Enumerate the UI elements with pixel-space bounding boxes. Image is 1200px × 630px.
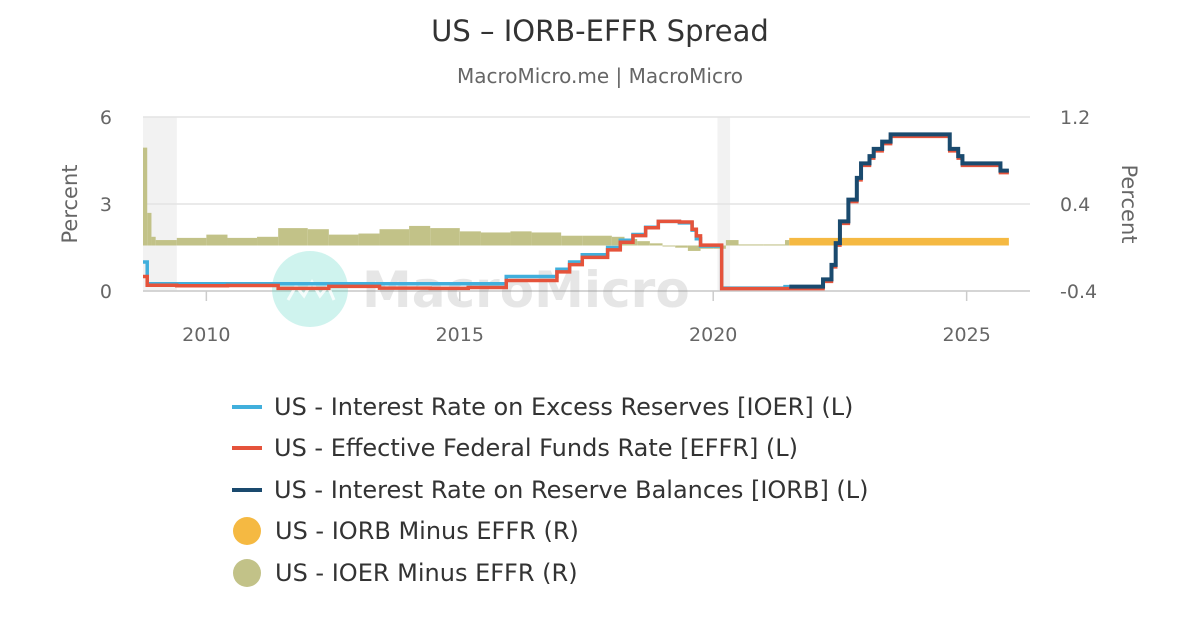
- left-axis-tick: 6: [100, 107, 112, 129]
- spread-bar: [789, 237, 1009, 246]
- spread-bar: [725, 240, 739, 246]
- legend-item[interactable]: US - Interest Rate on Excess Reserves [I…: [232, 386, 869, 428]
- spread-bar: [151, 236, 156, 246]
- right-axis-tick: 1.2: [1060, 107, 1090, 129]
- legend-line-icon: [232, 404, 262, 409]
- legend-item[interactable]: US - Effective Federal Funds Rate [EFFR]…: [232, 428, 869, 470]
- spread-bar: [307, 229, 329, 246]
- spread-bar: [480, 232, 511, 246]
- spread-bar: [763, 244, 786, 246]
- legend-label: US - Interest Rate on Reserve Balances […: [274, 475, 869, 504]
- spread-bar: [637, 241, 650, 246]
- spread-bar: [176, 237, 207, 246]
- right-axis-label: Percent: [1117, 164, 1141, 243]
- chart-title: US – IORB-EFFR Spread: [431, 14, 769, 48]
- chart-subtitle: MacroMicro.me | MacroMicro: [457, 64, 743, 88]
- legend-item[interactable]: US - IOER Minus EFFR (R): [232, 552, 869, 594]
- left-axis-label: Percent: [58, 164, 82, 243]
- spread-bar: [531, 232, 562, 246]
- legend: US - Interest Rate on Excess Reserves [I…: [232, 386, 869, 594]
- spread-bar: [379, 229, 410, 246]
- legend-line-icon: [232, 446, 262, 451]
- spread-bar: [206, 234, 228, 246]
- spread-bar: [662, 245, 676, 247]
- left-axis-tick: 3: [100, 194, 112, 216]
- right-axis-tick: 0.4: [1060, 194, 1090, 216]
- left-axis-tick: 0: [100, 281, 112, 303]
- spread-bar: [582, 235, 612, 246]
- right-axis-tick: -0.4: [1060, 281, 1097, 303]
- spread-bar: [278, 228, 308, 246]
- legend-label: US - IORB Minus EFFR (R): [275, 517, 579, 546]
- legend-dot-icon: [233, 517, 261, 546]
- spread-bar: [687, 245, 701, 251]
- spread-bar: [155, 240, 177, 246]
- spread-bar: [785, 240, 790, 246]
- spread-bar: [409, 225, 431, 246]
- spread-bar: [328, 234, 359, 246]
- x-axis-tick: 2025: [942, 324, 990, 346]
- series-line-1: [143, 134, 1009, 291]
- spread-bar: [459, 231, 481, 246]
- legend-label: US - IOER Minus EFFR (R): [275, 558, 578, 587]
- legend-line-icon: [232, 487, 262, 492]
- legend-label: US - Effective Federal Funds Rate [EFFR]…: [274, 434, 799, 463]
- spread-bar: [738, 244, 764, 246]
- spread-bar: [649, 243, 663, 246]
- spread-bar: [611, 236, 625, 246]
- series-line-2: [789, 132, 1009, 289]
- x-axis-tick: 2020: [689, 324, 737, 346]
- legend-label: US - Interest Rate on Excess Reserves [I…: [274, 392, 854, 421]
- spread-bar: [358, 233, 380, 246]
- spread-bar: [227, 237, 258, 246]
- legend-item[interactable]: US - Interest Rate on Reserve Balances […: [232, 469, 869, 511]
- watermark-text: MacroMicro: [362, 261, 690, 319]
- spread-bar: [510, 231, 532, 246]
- x-axis-tick: 2010: [182, 324, 230, 346]
- spread-bar: [430, 228, 460, 246]
- spread-bar: [147, 212, 152, 246]
- legend-dot-icon: [233, 558, 261, 587]
- legend-item[interactable]: US - IORB Minus EFFR (R): [232, 511, 869, 553]
- spread-bar: [561, 235, 583, 246]
- spread-bar: [143, 147, 148, 246]
- spread-bar: [257, 236, 279, 246]
- x-axis-tick: 2015: [436, 324, 484, 346]
- spread-bar: [675, 245, 688, 248]
